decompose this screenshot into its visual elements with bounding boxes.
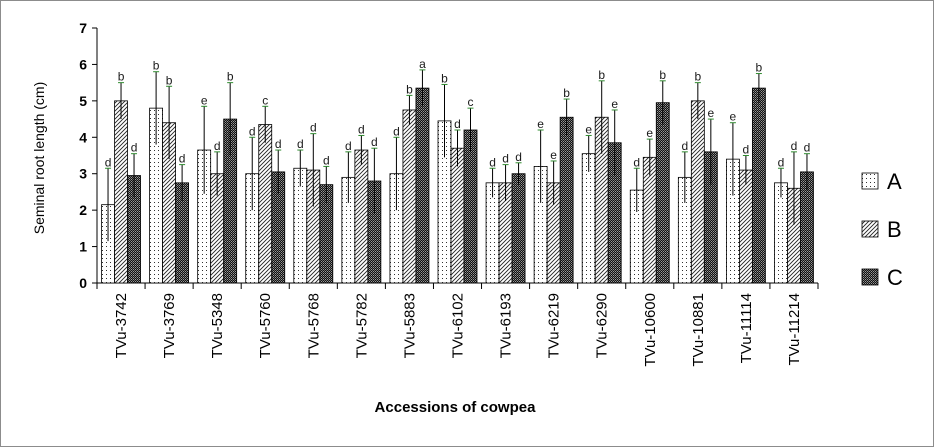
bar-b xyxy=(690,100,705,284)
significance-letter: b xyxy=(406,82,413,96)
significance-letter: d xyxy=(323,153,330,167)
bar-c xyxy=(655,102,670,284)
bar-c xyxy=(559,116,574,284)
significance-letter: d xyxy=(489,155,496,169)
significance-letter: e xyxy=(707,106,714,120)
significance-letter: a xyxy=(419,57,426,71)
bar-a xyxy=(774,182,788,284)
y-tick-label: 6 xyxy=(79,56,87,72)
significance-letter: d xyxy=(633,155,640,169)
category-label: TVu-3742 xyxy=(113,293,130,358)
category-label: TVu-6193 xyxy=(498,293,515,358)
category-label: TVu-5883 xyxy=(401,293,418,358)
bar-b xyxy=(642,156,657,284)
legend-label-a: A xyxy=(887,169,902,194)
bar-b xyxy=(114,100,128,284)
significance-letter: b xyxy=(659,68,666,82)
category-label: TVu-5348 xyxy=(209,293,226,358)
category-label: TVu-5760 xyxy=(257,293,274,358)
bar-b xyxy=(739,169,753,284)
significance-letter: e xyxy=(730,110,737,124)
significance-letter: d xyxy=(393,124,400,138)
bar-b xyxy=(258,124,273,284)
y-tick-label: 1 xyxy=(79,239,87,255)
significance-letter: b xyxy=(227,70,234,84)
significance-letter: d xyxy=(743,143,750,157)
significance-letter: e xyxy=(201,93,208,107)
significance-letter: e xyxy=(550,148,557,162)
category-label: TVu-5782 xyxy=(353,293,370,358)
category-label: TVu-6290 xyxy=(594,293,611,358)
bar-a xyxy=(485,182,500,284)
significance-letter: c xyxy=(468,95,474,109)
significance-letter: d xyxy=(791,139,798,153)
significance-letter: b xyxy=(166,73,173,87)
significance-letter: e xyxy=(646,126,653,140)
significance-letter: d xyxy=(681,139,688,153)
y-tick-label: 3 xyxy=(79,166,87,182)
category-label: TVu-11114 xyxy=(738,293,755,363)
legend-swatch-c xyxy=(861,268,879,286)
category-label: TVu-10600 xyxy=(642,293,659,367)
bar-c xyxy=(511,173,526,284)
significance-letter: e xyxy=(611,97,618,111)
significance-letter: c xyxy=(262,93,268,107)
category-label: TVu-11214 xyxy=(786,293,803,366)
y-tick-label: 0 xyxy=(79,275,87,291)
bar-b xyxy=(450,147,465,284)
significance-letter: b xyxy=(118,70,125,84)
legend-label-b: B xyxy=(887,217,902,242)
significance-letter: d xyxy=(371,135,378,149)
significance-letter: b xyxy=(598,68,605,82)
significance-letter: d xyxy=(131,141,138,155)
legend-swatch-b xyxy=(861,220,879,238)
y-tick-label: 7 xyxy=(79,20,87,36)
significance-letter: d xyxy=(249,124,256,138)
significance-letter: e xyxy=(585,122,592,136)
x-axis-title: Accessions of cowpea xyxy=(375,399,537,416)
y-tick-label: 5 xyxy=(79,93,87,109)
legend-swatch-a xyxy=(861,172,879,190)
significance-letter: b xyxy=(563,86,570,100)
y-tick-label: 2 xyxy=(79,202,87,218)
significance-letter: b xyxy=(153,59,160,73)
category-label: TVu-6219 xyxy=(546,293,563,358)
bar-b xyxy=(402,109,417,284)
significance-letter: d xyxy=(297,137,304,151)
significance-letter: d xyxy=(515,150,522,164)
y-axis-title: Seminal root length (cm) xyxy=(31,82,47,235)
significance-letter: d xyxy=(358,122,365,136)
bar-c xyxy=(463,129,478,284)
y-tick-label: 4 xyxy=(79,129,87,145)
bar-c xyxy=(415,87,430,284)
bar-a xyxy=(581,153,596,284)
significance-letter: b xyxy=(694,70,701,84)
significance-letter: d xyxy=(345,139,352,153)
significance-letter: b xyxy=(441,71,448,85)
bar-c xyxy=(752,87,766,284)
significance-letter: d xyxy=(778,155,785,169)
significance-letter: d xyxy=(454,117,461,131)
significance-letter: d xyxy=(310,121,317,135)
category-label: TVu-3769 xyxy=(161,293,178,358)
legend-label-c: C xyxy=(887,265,903,290)
significance-letter: d xyxy=(105,155,112,169)
significance-letter: d xyxy=(502,152,509,166)
bar-b xyxy=(354,149,369,284)
significance-letter: d xyxy=(214,139,221,153)
significance-letter: b xyxy=(756,61,763,75)
significance-letter: d xyxy=(804,141,811,155)
significance-letter: e xyxy=(537,117,544,131)
significance-letter: d xyxy=(275,137,282,151)
significance-letter: d xyxy=(179,152,186,166)
category-label: TVu-10881 xyxy=(690,293,707,367)
category-label: TVu-6102 xyxy=(450,293,467,358)
category-label: TVu-5768 xyxy=(305,293,322,358)
